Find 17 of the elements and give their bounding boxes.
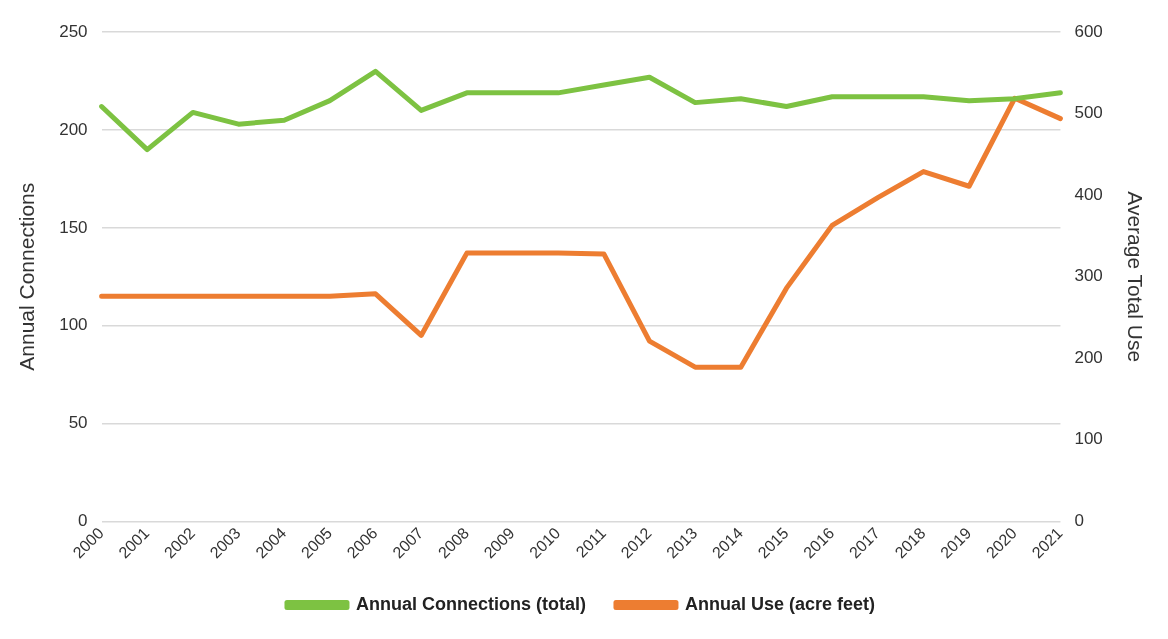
y2-tick-label: 400: [1074, 184, 1103, 204]
y-axis-title: Annual Connections: [15, 182, 39, 371]
y-tick-label: 0: [78, 510, 88, 530]
y2-tick-label: 600: [1074, 21, 1103, 41]
legend-label: Annual Use (acre feet): [684, 593, 876, 614]
y2-tick-label: 300: [1074, 266, 1103, 286]
y-tick-label: 250: [59, 21, 88, 41]
y2-tick-label: 100: [1074, 429, 1103, 449]
y2-tick-label: 500: [1074, 103, 1103, 123]
y2-axis-title: Average Total Use: [1123, 191, 1147, 363]
y2-tick-label: 0: [1074, 510, 1084, 530]
legend-label: Annual Connections (total): [355, 593, 586, 614]
y-tick-label: 200: [59, 119, 88, 139]
y-tick-label: 150: [59, 217, 88, 237]
y2-tick-label: 200: [1074, 347, 1103, 367]
y-tick-label: 100: [59, 315, 88, 335]
y-tick-label: 50: [68, 413, 88, 433]
